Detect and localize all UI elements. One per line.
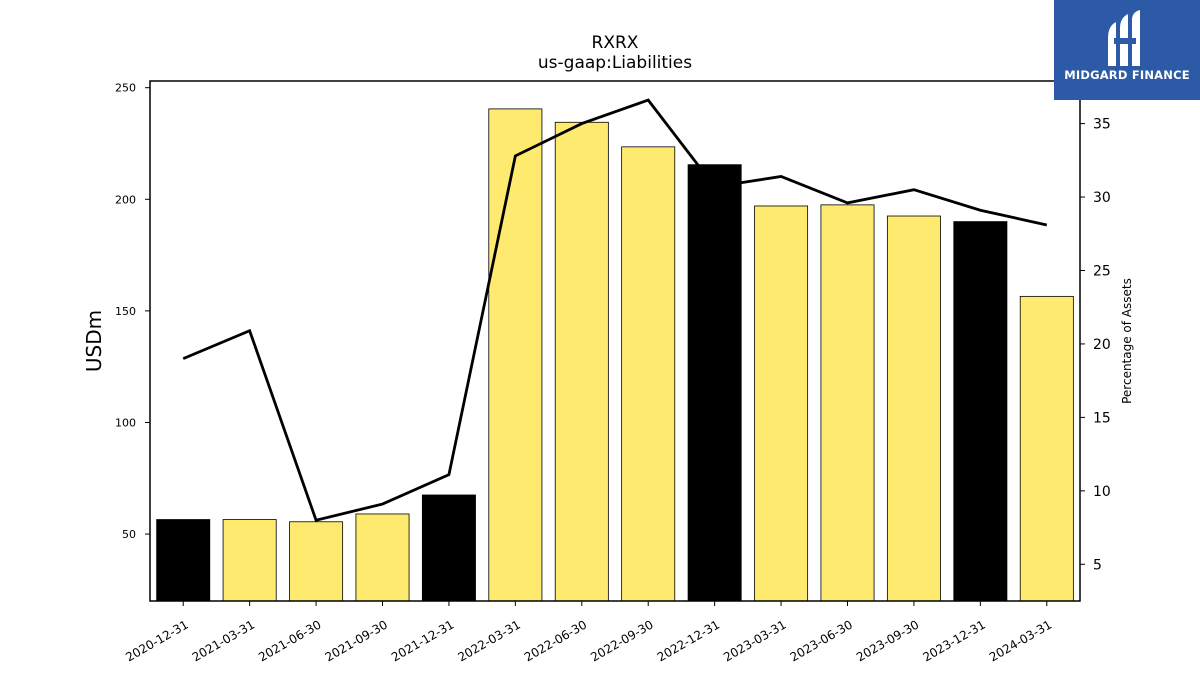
x-tick-label-2023-09-30: 2023-09-30: [854, 617, 921, 664]
y2-tick-label-10: 10: [1093, 484, 1111, 500]
bar-2022-12-31: [687, 164, 742, 602]
y-axis-label: USDm: [82, 310, 106, 372]
plot-frame: [149, 80, 1081, 602]
x-tick-label-2021-06-30: 2021-06-30: [256, 617, 323, 664]
x-tick-label-2023-06-30: 2023-06-30: [788, 617, 855, 664]
bar-2022-03-31: [488, 108, 543, 602]
bar-2022-09-30: [621, 146, 676, 602]
bar-2020-12-31: [156, 519, 211, 602]
y-tick-label-150: 150: [115, 305, 136, 318]
y-tick-label-200: 200: [115, 193, 136, 206]
x-tick-label-2022-03-31: 2022-03-31: [455, 617, 522, 664]
bar-2023-09-30: [886, 215, 941, 602]
bar-2021-12-31: [421, 494, 476, 602]
y2-tick-label-20: 20: [1093, 337, 1111, 353]
bar-2023-06-30: [820, 204, 875, 602]
y2-tick-label-35: 35: [1093, 117, 1111, 133]
bar-2022-06-30: [554, 121, 609, 602]
logo: MIDGARD FINANCE: [1054, 0, 1200, 100]
logo-text: MIDGARD FINANCE: [1064, 68, 1190, 82]
y2-axis-label: Percentage of Assets: [1120, 278, 1134, 404]
chart-subtitle: us-gaap:Liabilities: [538, 53, 692, 73]
bar-2023-03-31: [754, 205, 809, 602]
x-tick-label-2021-03-31: 2021-03-31: [190, 617, 257, 664]
y-tick-label-50: 50: [122, 528, 136, 541]
y2-tick-label-5: 5: [1093, 557, 1102, 573]
bar-2021-09-30: [355, 513, 410, 602]
x-tick-label-2023-12-31: 2023-12-31: [920, 617, 987, 664]
bars-layer: [156, 108, 1074, 602]
y2-tick-label-30: 30: [1093, 190, 1111, 206]
x-tick-label-2022-12-31: 2022-12-31: [655, 617, 722, 664]
logo-mark-icon: [1108, 10, 1140, 66]
bar-2024-03-31: [1019, 295, 1074, 602]
x-tick-label-2021-09-30: 2021-09-30: [323, 617, 390, 664]
x-tick-label-2022-06-30: 2022-06-30: [522, 617, 589, 664]
bar-2023-12-31: [953, 221, 1008, 602]
y2-tick-label-25: 25: [1093, 263, 1111, 279]
x-tick-label-2022-09-30: 2022-09-30: [588, 617, 655, 664]
x-tick-label-2021-12-31: 2021-12-31: [389, 617, 456, 664]
percent-of-assets-line: [182, 98, 1048, 522]
line-layer: [182, 98, 1048, 522]
chart-title: RXRX: [592, 33, 639, 53]
y2-tick-label-15: 15: [1093, 410, 1111, 426]
x-tick-label-2024-03-31: 2024-03-31: [987, 617, 1054, 664]
bar-2021-06-30: [289, 521, 344, 602]
y-tick-label-250: 250: [115, 82, 136, 95]
x-tick-label-2023-03-31: 2023-03-31: [721, 617, 788, 664]
bar-2021-03-31: [222, 519, 277, 602]
y-tick-label-100: 100: [115, 416, 136, 429]
x-tick-label-2020-12-31: 2020-12-31: [123, 617, 190, 664]
